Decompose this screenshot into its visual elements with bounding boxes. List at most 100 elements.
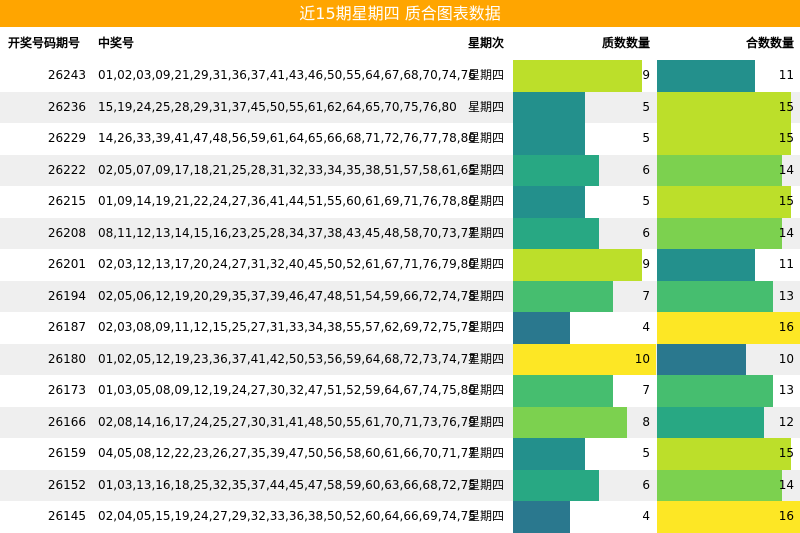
- data-bar: [513, 154, 599, 186]
- table-cell: 26229: [47, 131, 86, 145]
- data-bar: [657, 60, 756, 92]
- column-header: 合数数量: [745, 36, 794, 50]
- table-cell: 星期四: [468, 131, 505, 145]
- table-cell: 26243: [47, 68, 86, 82]
- table-cell: 01,09,14,19,21,22,24,27,36,41,44,51,55,6…: [98, 194, 476, 208]
- table-cell: 26180: [47, 351, 86, 366]
- table-cell: 星期四: [468, 194, 505, 208]
- data-bar: [513, 60, 642, 92]
- data-bar: [657, 217, 783, 249]
- data-bar: [513, 249, 642, 281]
- table-cell: 02,04,05,15,19,24,27,29,32,33,36,38,50,5…: [98, 509, 476, 523]
- data-bar: [657, 406, 765, 438]
- data-bar: [513, 343, 656, 375]
- column-header: 星期次: [468, 36, 505, 50]
- table-cell: 26215: [47, 194, 86, 208]
- table-cell: 26159: [47, 446, 86, 460]
- table-cell: 星期四: [468, 351, 505, 366]
- table-cell: 14,26,33,39,41,47,48,56,59,61,64,65,66,6…: [98, 131, 476, 145]
- data-bar: [513, 217, 599, 249]
- table-cell: 16: [778, 509, 794, 523]
- table-cell: 7: [642, 383, 650, 397]
- table-cell: 6: [642, 225, 650, 240]
- data-bar: [657, 469, 783, 501]
- data-bar: [657, 375, 774, 407]
- table-cell: 16: [778, 320, 794, 334]
- table-cell: 26194: [47, 288, 86, 303]
- table-cell: 星期四: [468, 99, 505, 114]
- data-bar: [513, 91, 585, 123]
- data-bar: [513, 186, 585, 218]
- table-cell: 01,02,05,12,19,23,36,37,41,42,50,53,56,5…: [98, 351, 476, 366]
- table-cell: 星期四: [468, 477, 505, 492]
- title: 近15期星期四 质合图表数据: [0, 0, 800, 27]
- column-header: 中奖号: [98, 36, 135, 50]
- table-cell: 5: [642, 99, 650, 114]
- table-cell: 星期四: [468, 162, 505, 177]
- table-cell: 7: [642, 288, 650, 303]
- data-bar: [513, 375, 614, 407]
- table-cell: 11: [778, 68, 794, 82]
- table-cell: 8: [642, 414, 650, 429]
- table-cell: 01,03,05,08,09,12,19,24,27,30,32,47,51,5…: [98, 383, 476, 397]
- data-bar: [657, 343, 747, 375]
- table-cell: 9: [642, 68, 650, 82]
- table-cell: 26145: [47, 509, 86, 523]
- table-cell: 星期四: [468, 257, 505, 271]
- table-cell: 26208: [47, 225, 86, 240]
- table-cell: 02,03,12,13,17,20,24,27,31,32,40,45,50,5…: [98, 257, 476, 271]
- data-bar: [513, 123, 585, 155]
- table-cell: 01,02,03,09,21,29,31,36,37,41,43,46,50,5…: [98, 68, 476, 82]
- table-cell: 26166: [47, 414, 86, 429]
- table-cell: 26173: [47, 383, 86, 397]
- data-bar: [657, 186, 792, 218]
- data-bar: [513, 280, 614, 312]
- column-header: 开奖号码期号: [8, 36, 81, 50]
- table-cell: 13: [778, 288, 794, 303]
- table-cell: 星期四: [468, 414, 505, 429]
- table-cell: 9: [642, 257, 650, 271]
- data-bar: [513, 501, 571, 533]
- table-cell: 01,03,13,16,18,25,32,35,37,44,45,47,58,5…: [98, 477, 476, 492]
- table-cell: 14: [778, 477, 794, 492]
- data-bar: [657, 312, 800, 344]
- table-cell: 4: [642, 509, 650, 523]
- data-bar: [513, 438, 585, 470]
- table-cell: 11: [778, 257, 794, 271]
- table-cell: 02,05,07,09,17,18,21,25,28,31,32,33,34,3…: [98, 162, 476, 177]
- table-cell: 04,05,08,12,22,23,26,27,35,39,47,50,56,5…: [98, 446, 476, 460]
- table-cell: 14: [778, 162, 794, 177]
- table-cell: 10: [634, 351, 650, 366]
- data-bar: [657, 154, 783, 186]
- table-cell: 5: [642, 194, 650, 208]
- column-header: 质数数量: [601, 36, 650, 50]
- data-bar: [657, 280, 774, 312]
- data-bar: [657, 123, 792, 155]
- data-bar: [513, 406, 628, 438]
- table-cell: 6: [642, 162, 650, 177]
- table-cell: 13: [778, 383, 794, 397]
- table-cell: 星期四: [468, 288, 505, 303]
- table-cell: 26201: [47, 257, 86, 271]
- data-bar: [657, 249, 756, 281]
- table-cell: 14: [778, 225, 794, 240]
- table-cell: 星期四: [468, 225, 505, 240]
- table-cell: 星期四: [468, 383, 505, 397]
- table-cell: 15: [778, 446, 794, 460]
- table-cell: 26236: [47, 99, 86, 114]
- data-bar: [657, 438, 792, 470]
- data-bar: [513, 469, 599, 501]
- table-cell: 26187: [47, 320, 86, 334]
- table-cell: 6: [642, 477, 650, 492]
- data-bar: [513, 312, 571, 344]
- table-cell: 10: [778, 351, 794, 366]
- table-cell: 5: [642, 446, 650, 460]
- table-cell: 5: [642, 131, 650, 145]
- table-cell: 15: [778, 131, 794, 145]
- table-cell: 星期四: [468, 509, 505, 523]
- table-cell: 15: [778, 194, 794, 208]
- table-cell: 02,03,08,09,11,12,15,25,27,31,33,34,38,5…: [98, 320, 476, 334]
- table-cell: 15,19,24,25,28,29,31,37,45,50,55,61,62,6…: [98, 99, 457, 114]
- table-cell: 4: [642, 320, 650, 334]
